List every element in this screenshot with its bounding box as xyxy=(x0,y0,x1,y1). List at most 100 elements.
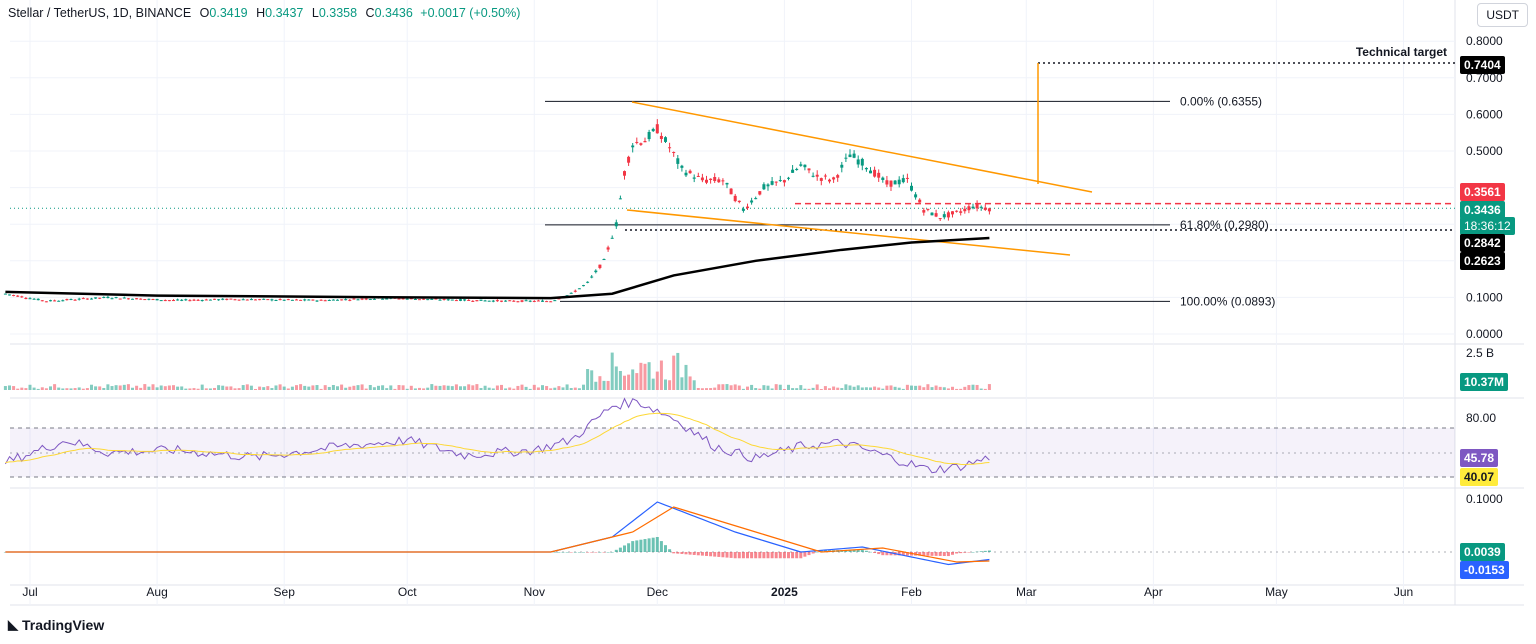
candle-body xyxy=(233,299,237,301)
candle-body xyxy=(971,206,975,209)
macd-histogram-bar xyxy=(557,552,561,553)
volume-bar xyxy=(159,385,163,390)
candle-body xyxy=(61,300,65,302)
price-tick-label: 0.5000 xyxy=(1466,144,1503,158)
candle-body xyxy=(368,299,372,301)
open-label: O xyxy=(199,6,210,20)
volume-bar xyxy=(938,386,942,390)
candle-body xyxy=(803,164,807,168)
candle-body xyxy=(155,298,159,301)
low-label: L xyxy=(311,6,319,20)
volume-bar xyxy=(36,388,40,390)
candle-body xyxy=(881,177,885,180)
macd-histogram-bar xyxy=(672,552,676,554)
macd-histogram-bar xyxy=(692,552,696,555)
candle-body xyxy=(295,299,298,301)
candle-body xyxy=(446,299,450,301)
volume-bar xyxy=(721,384,725,390)
volume-bar xyxy=(85,388,89,390)
open-value: 0.3419 xyxy=(209,6,248,20)
tradingview-icon: ◣ xyxy=(8,617,18,632)
candle-body xyxy=(524,300,528,302)
macd-histogram-bar xyxy=(770,552,774,559)
candle-body xyxy=(869,170,872,174)
macd-histogram-bar xyxy=(676,552,680,554)
macd-histogram-bar xyxy=(741,552,745,559)
volume-bar xyxy=(725,384,729,390)
macd-histogram-bar xyxy=(750,552,754,559)
candle-body xyxy=(475,300,479,302)
candle-body xyxy=(729,188,733,195)
macd-histogram-bar xyxy=(860,549,864,552)
volume-bar xyxy=(955,388,959,390)
volume-bar xyxy=(737,385,741,390)
candle-body xyxy=(684,172,688,176)
volume-bar xyxy=(323,385,327,390)
volume-bar xyxy=(282,386,286,390)
candle-body xyxy=(828,179,831,182)
high-value: 0.3437 xyxy=(265,6,304,20)
volume-bar xyxy=(172,385,175,390)
macd-histogram-bar xyxy=(971,552,975,553)
currency-button[interactable]: USDT xyxy=(1477,3,1528,27)
volume-bar xyxy=(856,385,860,390)
candle-body xyxy=(541,300,544,302)
tradingview-logo[interactable]: ◣ TradingView xyxy=(8,617,104,633)
macd-histogram-bar xyxy=(635,540,639,552)
volume-bar xyxy=(295,385,298,390)
volume-bar xyxy=(69,388,73,390)
candle-body xyxy=(188,300,192,302)
volume-bar xyxy=(40,387,44,390)
volume-bar xyxy=(983,388,987,390)
candle-body xyxy=(278,299,282,301)
candle-body xyxy=(746,206,749,209)
candle-body xyxy=(688,170,692,174)
candle-body xyxy=(44,301,48,303)
volume-bar xyxy=(122,384,126,390)
volume-bar xyxy=(717,384,721,390)
candle-body xyxy=(487,300,491,302)
macd-signal-badge: -0.0153 xyxy=(1460,561,1509,579)
volume-bar xyxy=(860,387,864,390)
candle-body xyxy=(959,211,963,213)
candle-body xyxy=(762,184,766,190)
volume-bar xyxy=(885,385,889,390)
candle-body xyxy=(557,298,561,300)
volume-bar xyxy=(139,387,143,390)
volume-bar xyxy=(828,388,831,390)
candle-body xyxy=(413,298,417,300)
macd-badge: 0.0039 xyxy=(1460,543,1505,561)
candle-body xyxy=(885,180,889,185)
candle-body xyxy=(454,300,458,302)
candle-body xyxy=(225,298,229,300)
volume-bar xyxy=(65,388,69,390)
macd-tick-label: 0.1000 xyxy=(1466,492,1503,506)
volume-bar xyxy=(852,386,856,390)
volume-bar xyxy=(803,388,807,390)
volume-bar xyxy=(454,384,458,390)
candle-body xyxy=(110,298,114,300)
candle-body xyxy=(327,299,331,301)
candle-body xyxy=(241,299,245,301)
candle-body xyxy=(262,298,266,300)
volume-bar xyxy=(889,385,893,390)
volume-bar xyxy=(688,376,692,390)
volume-bar xyxy=(340,384,344,390)
candle-body xyxy=(873,169,877,177)
volume-bar xyxy=(541,385,544,390)
macd-histogram-bar xyxy=(815,551,819,553)
price-tick-label: 0.0000 xyxy=(1466,327,1503,341)
x-tick-label: Feb xyxy=(901,585,922,599)
volume-bar xyxy=(344,387,348,390)
volume-bar xyxy=(951,386,954,390)
volume-bar xyxy=(864,387,868,390)
candle-body xyxy=(131,298,134,300)
volume-bar xyxy=(491,388,495,390)
candle-body xyxy=(672,152,676,154)
volume-bar xyxy=(536,387,540,390)
volume-bar xyxy=(561,387,565,390)
candle-body xyxy=(918,199,922,203)
volume-bar xyxy=(766,385,770,390)
candle-body xyxy=(147,298,151,300)
